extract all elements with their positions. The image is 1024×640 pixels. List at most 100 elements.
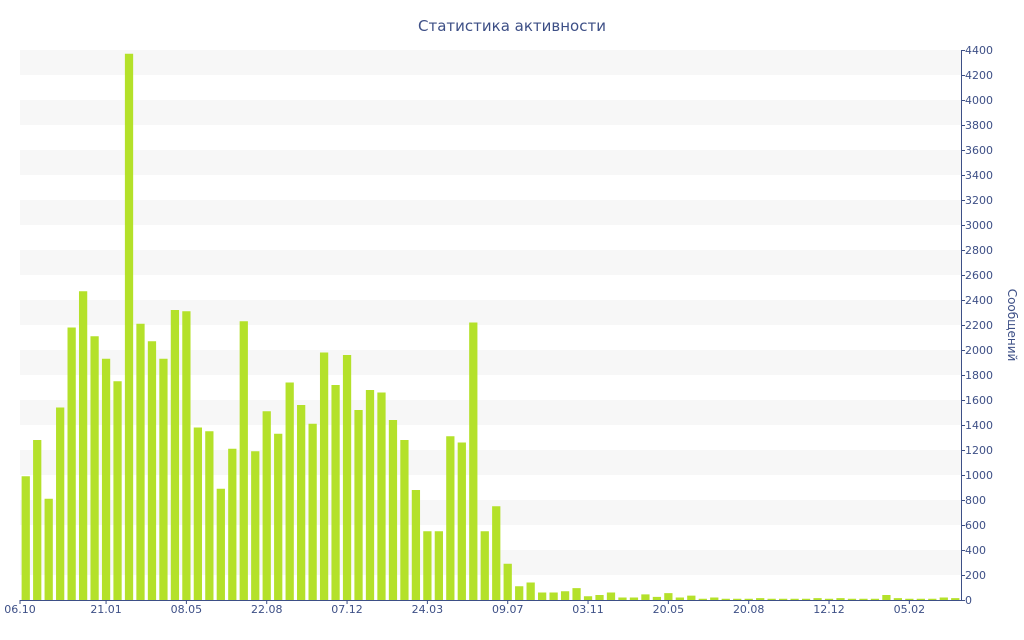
bar	[916, 598, 925, 600]
bar	[733, 598, 742, 600]
y-tick-label: 200	[965, 569, 986, 582]
bar	[756, 598, 765, 601]
bar	[698, 598, 707, 600]
bar	[319, 352, 329, 600]
bar	[124, 53, 134, 600]
y-tick-label: 1200	[965, 444, 993, 457]
x-tick-label: 08.05	[171, 603, 203, 616]
bar	[285, 382, 294, 600]
bar	[595, 595, 604, 600]
grid-band	[20, 150, 961, 175]
y-tick-label: 3600	[965, 144, 993, 157]
bar	[297, 405, 306, 600]
bar	[905, 598, 914, 600]
y-tick-label: 1600	[965, 394, 993, 407]
bar	[434, 531, 443, 600]
bar	[101, 358, 111, 600]
y-tick-label: 1800	[965, 369, 993, 382]
bar	[365, 390, 375, 600]
bar	[652, 596, 662, 601]
bar	[687, 595, 696, 601]
bar	[480, 531, 489, 600]
x-tick-label: 07.12	[331, 603, 363, 616]
bar	[664, 593, 673, 601]
bar	[606, 592, 616, 600]
y-tick-label: 600	[965, 519, 986, 532]
bar	[767, 598, 776, 600]
bar	[331, 385, 340, 600]
bar	[847, 598, 857, 600]
bar	[308, 423, 317, 600]
bar	[492, 506, 501, 600]
bar	[251, 451, 260, 600]
y-tick-label: 2400	[965, 294, 993, 307]
bar	[744, 598, 753, 600]
bar	[239, 321, 248, 600]
bar	[526, 582, 535, 600]
y-tick-label: 3400	[965, 169, 993, 182]
bar	[675, 597, 684, 600]
y-tick-label: 2000	[965, 344, 993, 357]
bar	[113, 381, 122, 600]
bar	[147, 341, 157, 600]
bar	[549, 592, 558, 600]
y-tick-label: 4200	[965, 69, 993, 82]
bar	[882, 595, 891, 600]
bar	[33, 440, 42, 600]
bar	[262, 411, 271, 600]
bar	[90, 336, 99, 600]
bar	[136, 323, 145, 600]
chart-title: Статистика активности	[418, 17, 606, 35]
x-tick-label: 24.03	[412, 603, 444, 616]
bar	[824, 598, 834, 600]
bar	[859, 598, 868, 600]
x-tick-label: 20.08	[733, 603, 765, 616]
bar	[813, 598, 822, 601]
bar	[423, 531, 432, 600]
bar	[836, 598, 845, 601]
bar	[560, 591, 570, 600]
bar	[56, 407, 65, 600]
x-tick-label: 06.10	[4, 603, 36, 616]
y-tick-label: 400	[965, 544, 986, 557]
bar	[205, 431, 214, 600]
bar	[572, 588, 581, 601]
grid-band	[20, 50, 961, 75]
bar-series	[21, 53, 960, 601]
grid-band	[20, 250, 961, 275]
bar	[779, 598, 788, 600]
y-tick-label: 800	[965, 494, 986, 507]
bar	[377, 392, 386, 600]
x-tick-label: 22.08	[251, 603, 283, 616]
x-tick-label: 05.02	[894, 603, 926, 616]
bar	[354, 410, 363, 600]
bar	[801, 598, 811, 600]
x-axis-ticks: 06.10 21.01 08.05 22.08 07.12 24.03 09.07 03.11…	[4, 600, 925, 616]
bar	[400, 440, 409, 600]
y-tick-label: 0	[965, 594, 972, 607]
y-tick-label: 3800	[965, 119, 993, 132]
bar	[951, 598, 960, 601]
y-tick-label: 3000	[965, 219, 993, 232]
y-tick-label: 2800	[965, 244, 993, 257]
y-tick-label: 2200	[965, 319, 993, 332]
x-tick-label: 12.12	[813, 603, 845, 616]
y-axis-label: Сообщений	[1005, 289, 1019, 362]
bar	[928, 598, 937, 600]
bar	[457, 442, 466, 600]
bar	[939, 597, 948, 600]
bar	[515, 586, 524, 600]
bar	[274, 433, 283, 600]
bar	[721, 598, 730, 600]
x-tick-label: 09.07	[492, 603, 524, 616]
grid-band	[20, 300, 961, 325]
bar	[388, 420, 398, 600]
y-axis-ticks: 0 200 400 600 800 1000 1200 1400 1600 1800 2000 220…	[961, 44, 993, 607]
bar	[44, 498, 53, 600]
y-tick-label: 1000	[965, 469, 993, 482]
bar	[342, 355, 352, 600]
bar	[503, 563, 512, 600]
bar	[228, 448, 237, 600]
